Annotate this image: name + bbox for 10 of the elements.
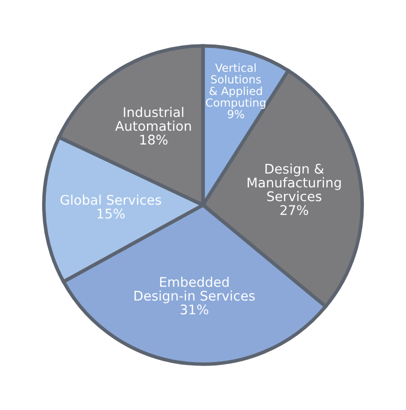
data-label: 27%	[280, 205, 308, 216]
slice-label: Embedded Design-in Services	[134, 276, 255, 304]
data-label: 15%	[98, 208, 125, 219]
slice-label: Design & Manufacturing Services	[248, 164, 341, 202]
data-label: 18%	[140, 134, 168, 145]
data-label: 31%	[180, 304, 208, 314]
slice-label: Global Services	[60, 194, 162, 205]
slice-label: Industrial Automation	[115, 106, 191, 131]
data-label: 9%	[228, 110, 244, 118]
slice-label: Vertical Solutions & Applied Computing	[206, 63, 266, 109]
